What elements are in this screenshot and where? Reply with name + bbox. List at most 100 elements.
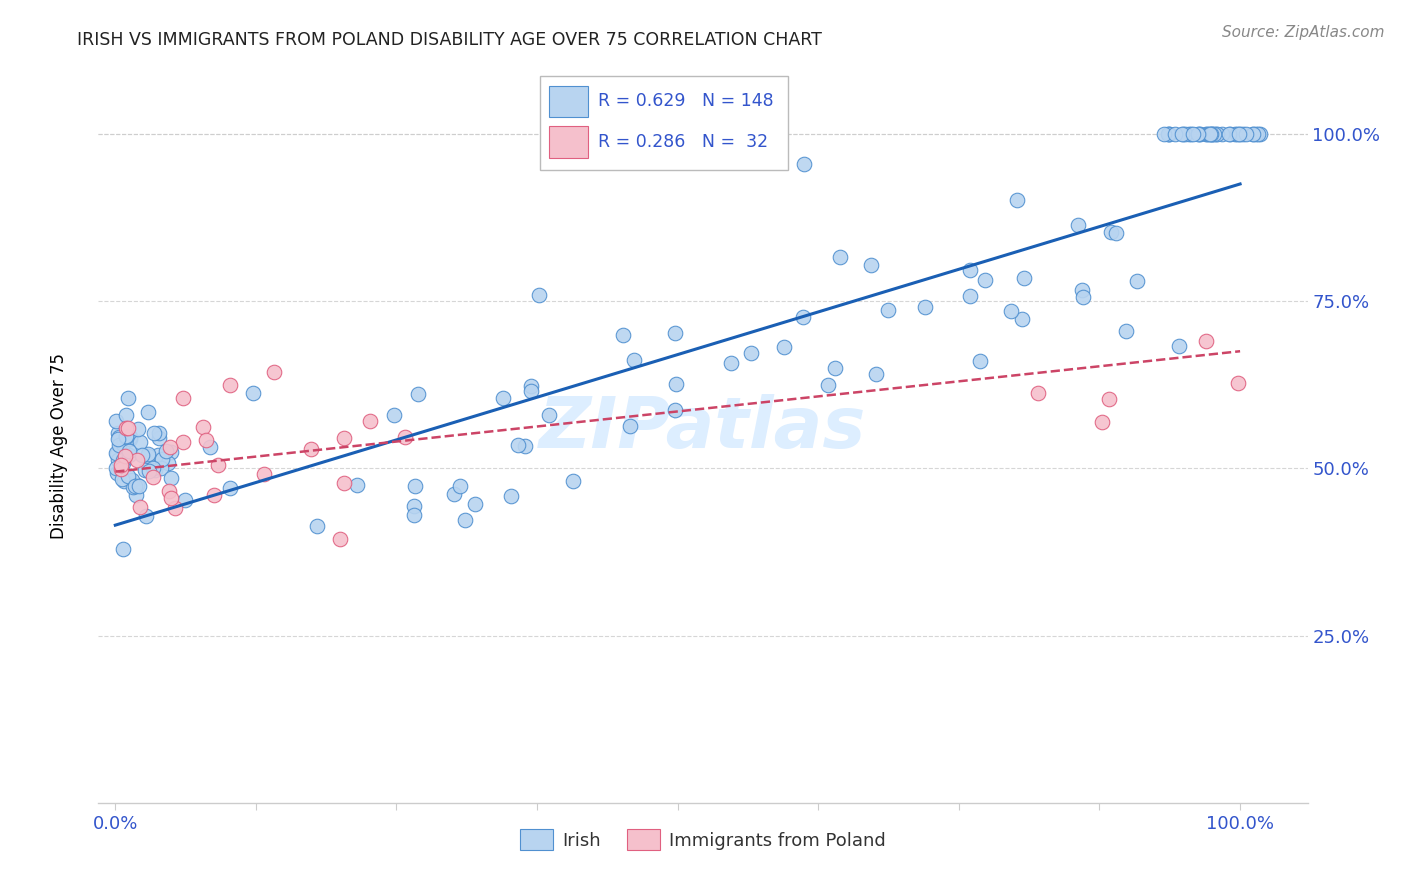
Point bbox=[202, 488, 225, 502]
Point bbox=[150, 451, 173, 466]
Point bbox=[118, 444, 141, 458]
Point bbox=[105, 466, 128, 480]
Point bbox=[134, 463, 156, 477]
Point bbox=[1246, 127, 1268, 141]
Point bbox=[127, 478, 149, 492]
Point bbox=[332, 475, 354, 490]
Point bbox=[1198, 127, 1220, 141]
Point bbox=[115, 408, 138, 422]
Point bbox=[157, 484, 180, 499]
Point bbox=[118, 448, 141, 462]
Point bbox=[299, 442, 322, 457]
Point bbox=[1157, 127, 1180, 141]
FancyBboxPatch shape bbox=[540, 76, 787, 169]
Point bbox=[131, 448, 153, 462]
Point bbox=[1195, 127, 1218, 141]
Point bbox=[404, 478, 426, 492]
Point bbox=[406, 387, 429, 401]
Point bbox=[138, 464, 160, 478]
Point bbox=[111, 471, 134, 485]
Point bbox=[346, 477, 368, 491]
Point bbox=[105, 447, 128, 461]
Point bbox=[1070, 283, 1092, 297]
Point bbox=[1199, 127, 1222, 141]
Point bbox=[1174, 127, 1197, 141]
Point bbox=[1005, 193, 1028, 207]
Point bbox=[207, 458, 229, 473]
Point bbox=[830, 250, 852, 264]
Point bbox=[117, 421, 139, 435]
Point bbox=[914, 300, 936, 314]
Point bbox=[150, 461, 173, 475]
Point bbox=[1177, 127, 1199, 141]
Point bbox=[155, 443, 177, 458]
Point bbox=[128, 434, 150, 449]
Point bbox=[793, 157, 815, 171]
Point bbox=[402, 499, 425, 513]
Point bbox=[110, 458, 132, 472]
Point bbox=[382, 408, 405, 422]
Point bbox=[148, 431, 170, 445]
Point bbox=[143, 463, 166, 477]
Text: R = 0.286   N =  32: R = 0.286 N = 32 bbox=[598, 133, 768, 151]
Point bbox=[172, 435, 194, 450]
Point bbox=[1105, 226, 1128, 240]
Point bbox=[136, 405, 159, 419]
Point bbox=[1234, 127, 1257, 141]
Point bbox=[1232, 127, 1254, 141]
Point bbox=[1188, 127, 1211, 141]
Text: IRISH VS IMMIGRANTS FROM POLAND DISABILITY AGE OVER 75 CORRELATION CHART: IRISH VS IMMIGRANTS FROM POLAND DISABILI… bbox=[77, 31, 823, 49]
Point bbox=[1241, 127, 1264, 141]
Point bbox=[172, 391, 194, 405]
Point bbox=[394, 430, 416, 444]
Point bbox=[824, 360, 846, 375]
Point bbox=[865, 367, 887, 381]
Point bbox=[1071, 290, 1094, 304]
Point bbox=[159, 445, 181, 459]
Point bbox=[117, 468, 139, 483]
Point bbox=[115, 429, 138, 443]
Point bbox=[159, 470, 181, 484]
Point bbox=[124, 479, 146, 493]
Point bbox=[1157, 127, 1180, 141]
Point bbox=[1244, 127, 1267, 141]
Point bbox=[1171, 127, 1194, 141]
Point bbox=[142, 469, 165, 483]
Point bbox=[110, 462, 132, 476]
Point bbox=[623, 353, 645, 368]
Point bbox=[513, 438, 536, 452]
Point bbox=[1211, 127, 1233, 141]
Point bbox=[612, 327, 634, 342]
Point bbox=[111, 542, 134, 557]
Point bbox=[1091, 415, 1114, 429]
Point bbox=[1067, 218, 1090, 232]
Point bbox=[1219, 127, 1241, 141]
Point bbox=[1227, 376, 1250, 390]
Point bbox=[817, 378, 839, 392]
Point bbox=[720, 356, 742, 370]
Point bbox=[1205, 127, 1227, 141]
Point bbox=[1180, 127, 1202, 141]
Point bbox=[792, 310, 814, 325]
Point bbox=[1011, 311, 1033, 326]
Point bbox=[1126, 274, 1149, 288]
Point bbox=[107, 426, 129, 441]
Point bbox=[118, 432, 141, 446]
Point bbox=[1168, 339, 1191, 353]
Point bbox=[860, 258, 883, 272]
Point bbox=[664, 326, 686, 340]
Point bbox=[107, 432, 129, 446]
Point bbox=[520, 379, 543, 393]
Point bbox=[508, 438, 530, 452]
Point bbox=[107, 453, 129, 467]
Point bbox=[1226, 127, 1249, 141]
Point bbox=[1188, 127, 1211, 141]
Point bbox=[219, 377, 242, 392]
Text: ZIPatlas: ZIPatlas bbox=[540, 393, 866, 463]
Point bbox=[664, 403, 686, 417]
Point bbox=[117, 391, 139, 405]
Point bbox=[218, 481, 240, 495]
Point bbox=[135, 508, 157, 523]
Point bbox=[156, 456, 179, 470]
Point bbox=[359, 414, 381, 428]
